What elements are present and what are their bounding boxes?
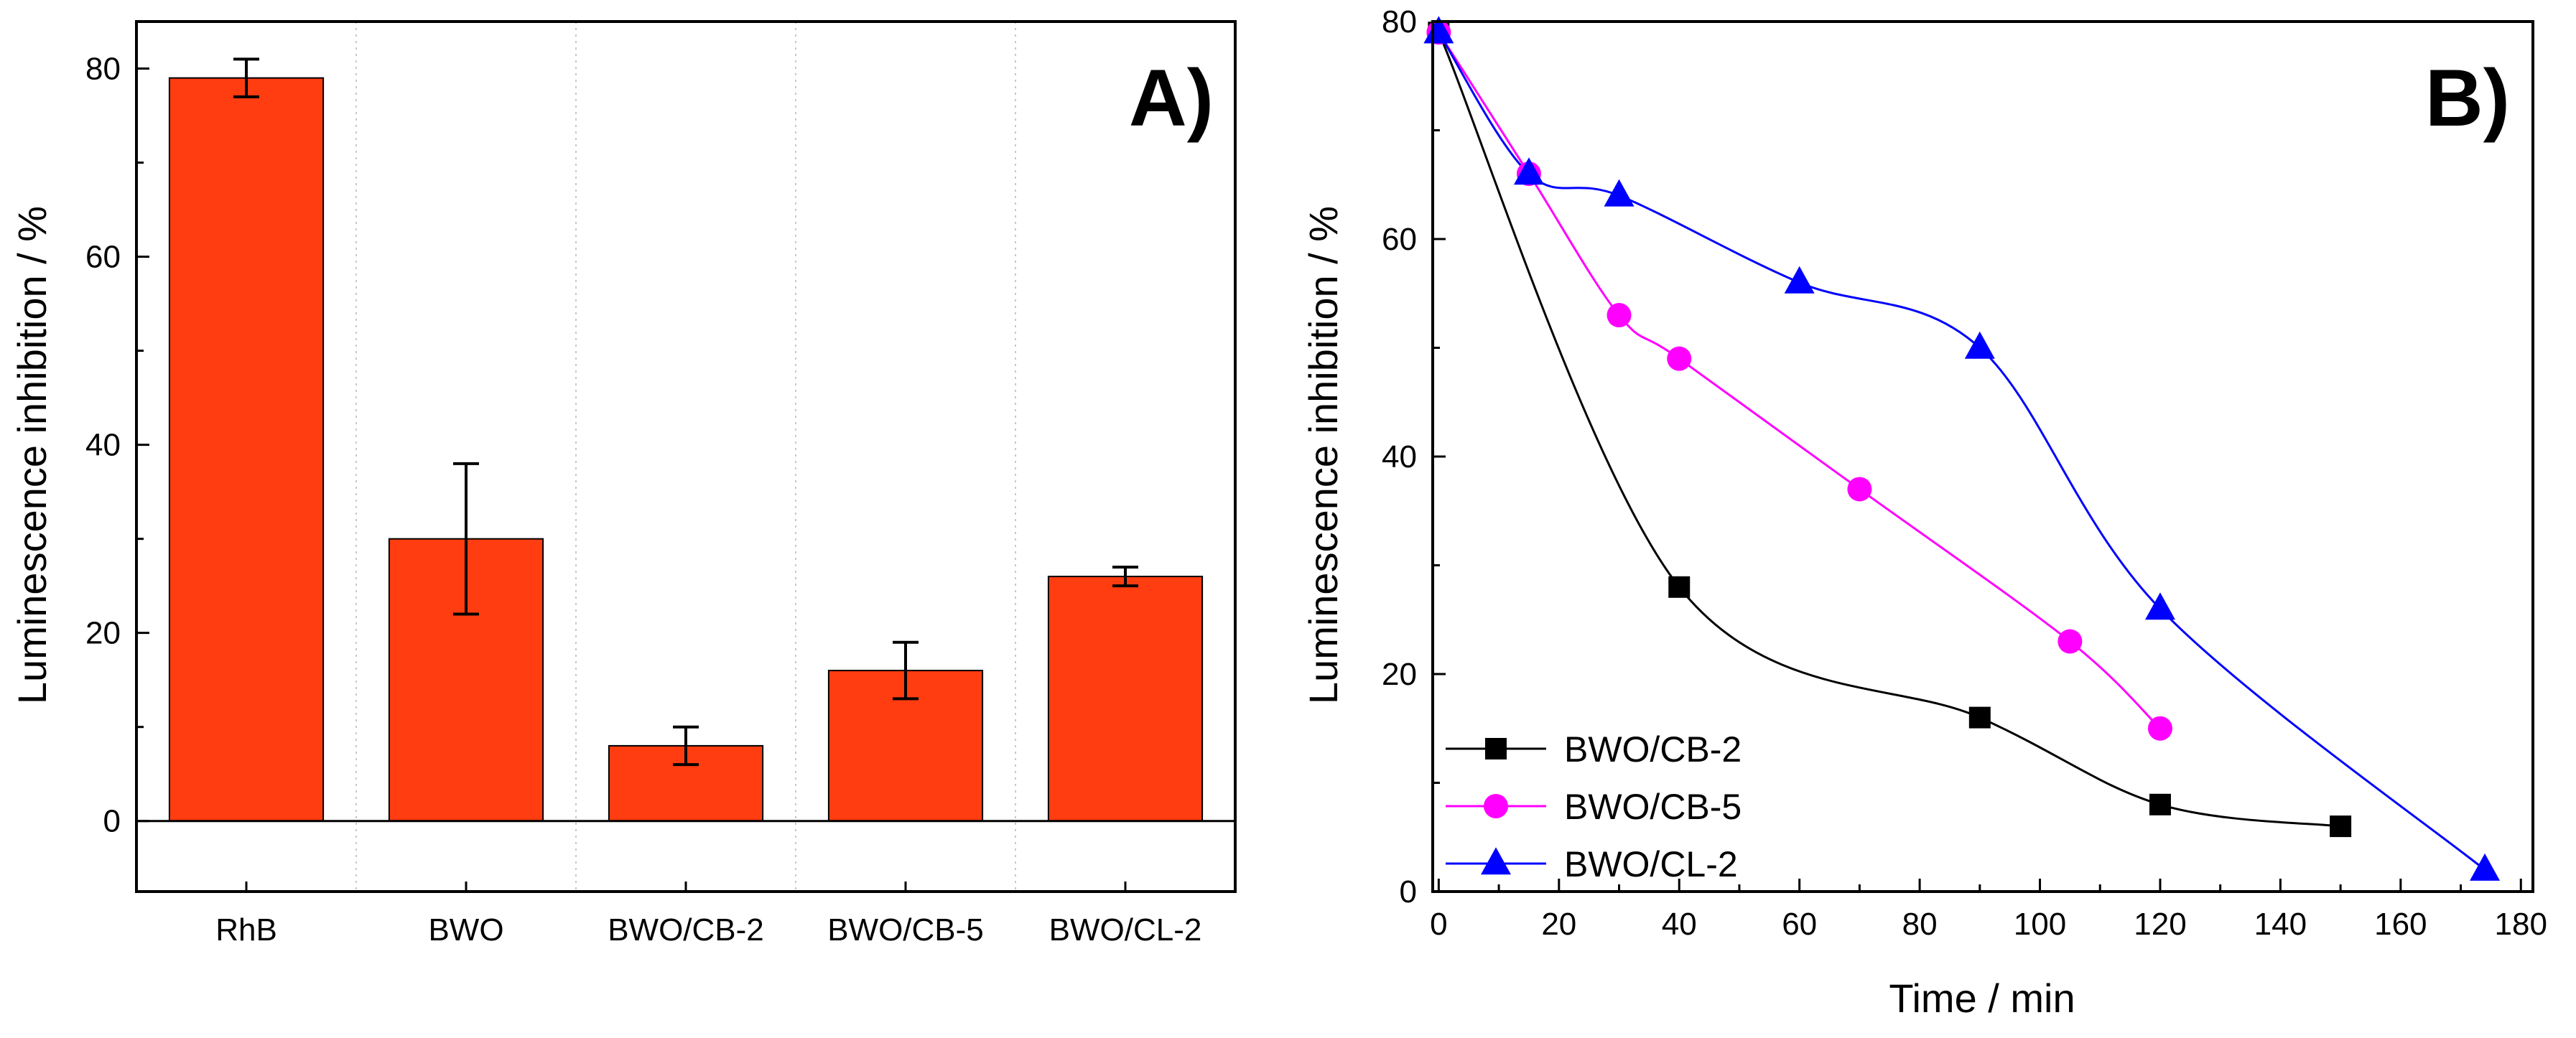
b-legend-marker bbox=[1484, 794, 1508, 818]
a-x-tick-label: BWO/CL-2 bbox=[1049, 912, 1202, 948]
b-x-tick-label: 80 bbox=[1902, 907, 1938, 942]
a-error-bar-2 bbox=[673, 725, 699, 767]
a-y-axis-title: Luminescence inhibition / % bbox=[9, 206, 55, 704]
b-point-1-3 bbox=[1667, 346, 1692, 371]
b-point-1-4 bbox=[1847, 477, 1872, 502]
b-legend-marker bbox=[1481, 847, 1511, 875]
panel-b-line-chart: 0 20 40 60 80 0 20 40 60 80 100 120 140 160 180 Lumin… bbox=[1301, 4, 2547, 1021]
b-point-0-4 bbox=[2330, 815, 2352, 838]
b-point-1-2 bbox=[1606, 303, 1632, 328]
b-x-tick-label: 20 bbox=[1541, 907, 1576, 942]
b-point-0-2 bbox=[1968, 706, 1991, 729]
b-y-tick-label: 80 bbox=[1382, 4, 1417, 39]
a-panel-label: A) bbox=[1129, 53, 1214, 143]
b-legend-marker bbox=[1485, 738, 1507, 759]
a-x-tick-label: RhB bbox=[215, 912, 277, 948]
b-point-2-4 bbox=[1964, 331, 1995, 359]
b-point-2-6 bbox=[2470, 853, 2501, 881]
b-x-tick-label: 180 bbox=[2495, 907, 2547, 942]
a-error-bar-0 bbox=[233, 57, 259, 98]
b-legend-entry-1: BWO/CB-5 bbox=[1446, 787, 1742, 827]
a-y-tick-label: 0 bbox=[103, 804, 121, 839]
a-y-tick-label: 60 bbox=[85, 240, 121, 275]
a-bar-4 bbox=[1047, 576, 1204, 822]
a-y-tick-label: 40 bbox=[85, 428, 121, 463]
b-panel-label: B) bbox=[2425, 53, 2510, 143]
b-y-tick-label: 20 bbox=[1382, 657, 1417, 692]
b-y-tick-label: 0 bbox=[1400, 874, 1417, 910]
b-x-tick-label: 140 bbox=[2254, 907, 2307, 942]
b-point-2-1 bbox=[1513, 157, 1544, 185]
a-x-tick-label: BWO/CB-2 bbox=[608, 912, 764, 948]
panel-a-bar-chart: 0 20 40 60 80 RhB BWO BWO/CB-2 BWO/CB-5 BWO/CL-2… bbox=[9, 20, 1237, 948]
b-legend-entry-0: BWO/CB-2 bbox=[1446, 729, 1742, 770]
a-error-bar-1 bbox=[453, 462, 479, 616]
b-y-tick-label: 40 bbox=[1382, 439, 1417, 474]
b-legend-label: BWO/CB-5 bbox=[1564, 787, 1742, 827]
b-point-2-5 bbox=[2144, 592, 2175, 620]
a-bars bbox=[168, 77, 1204, 822]
a-bar-0 bbox=[168, 77, 325, 822]
b-x-tick-label: 0 bbox=[1430, 907, 1447, 942]
b-plot-frame bbox=[1431, 20, 2534, 893]
b-point-1-5 bbox=[2057, 629, 2083, 654]
b-legend-entry-2: BWO/CL-2 bbox=[1446, 844, 1738, 884]
a-error-bar-4 bbox=[1112, 565, 1138, 588]
b-x-tick-labels: 0 20 40 60 80 100 120 140 160 180 bbox=[1430, 907, 2547, 942]
b-y-tick-labels: 0 20 40 60 80 bbox=[1382, 4, 1417, 910]
a-x-tick-label: BWO/CB-5 bbox=[827, 912, 984, 948]
a-y-tick-labels: 0 20 40 60 80 bbox=[85, 52, 121, 839]
b-x-tick-label: 60 bbox=[1782, 907, 1817, 942]
b-legend: BWO/CB-2 BWO/CB-5 BWO/CL-2 bbox=[1446, 729, 1742, 884]
b-point-1-6 bbox=[2147, 716, 2172, 741]
b-series-markers-1 bbox=[1426, 20, 2172, 741]
b-series-markers-2 bbox=[1423, 16, 2501, 881]
b-x-tick-label: 100 bbox=[2014, 907, 2066, 942]
a-plot-frame bbox=[135, 20, 1237, 893]
a-vertical-gridlines bbox=[355, 22, 1016, 892]
b-x-tick-label: 160 bbox=[2374, 907, 2427, 942]
b-series-line-1 bbox=[1438, 32, 2162, 729]
b-series-line-0 bbox=[1437, 32, 2341, 828]
b-point-2-2 bbox=[1604, 179, 1635, 207]
a-x-tick-label: BWO bbox=[428, 912, 503, 948]
a-error-bars bbox=[233, 57, 1138, 767]
b-x-tick-label: 40 bbox=[1662, 907, 1697, 942]
b-legend-label: BWO/CB-2 bbox=[1564, 729, 1742, 770]
b-point-2-3 bbox=[1784, 266, 1815, 294]
b-point-0-3 bbox=[2149, 793, 2171, 815]
b-series-markers-0 bbox=[1428, 22, 2352, 838]
a-y-tick-label: 80 bbox=[85, 52, 121, 87]
b-x-axis-title: Time / min bbox=[1889, 976, 2075, 1021]
b-y-axis-title: Luminescence inhibition / % bbox=[1301, 206, 1346, 704]
b-point-0-1 bbox=[1668, 576, 1691, 598]
b-point-2-0 bbox=[1423, 16, 1454, 44]
b-legend-label: BWO/CL-2 bbox=[1564, 844, 1738, 884]
a-error-bar-3 bbox=[893, 640, 919, 701]
a-x-tick-labels: RhB BWO BWO/CB-2 BWO/CB-5 BWO/CL-2 bbox=[215, 912, 1201, 948]
b-x-tick-label: 120 bbox=[2134, 907, 2186, 942]
b-y-tick-label: 60 bbox=[1382, 222, 1417, 257]
b-series-markers bbox=[1423, 16, 2501, 881]
a-y-tick-label: 20 bbox=[85, 616, 121, 651]
